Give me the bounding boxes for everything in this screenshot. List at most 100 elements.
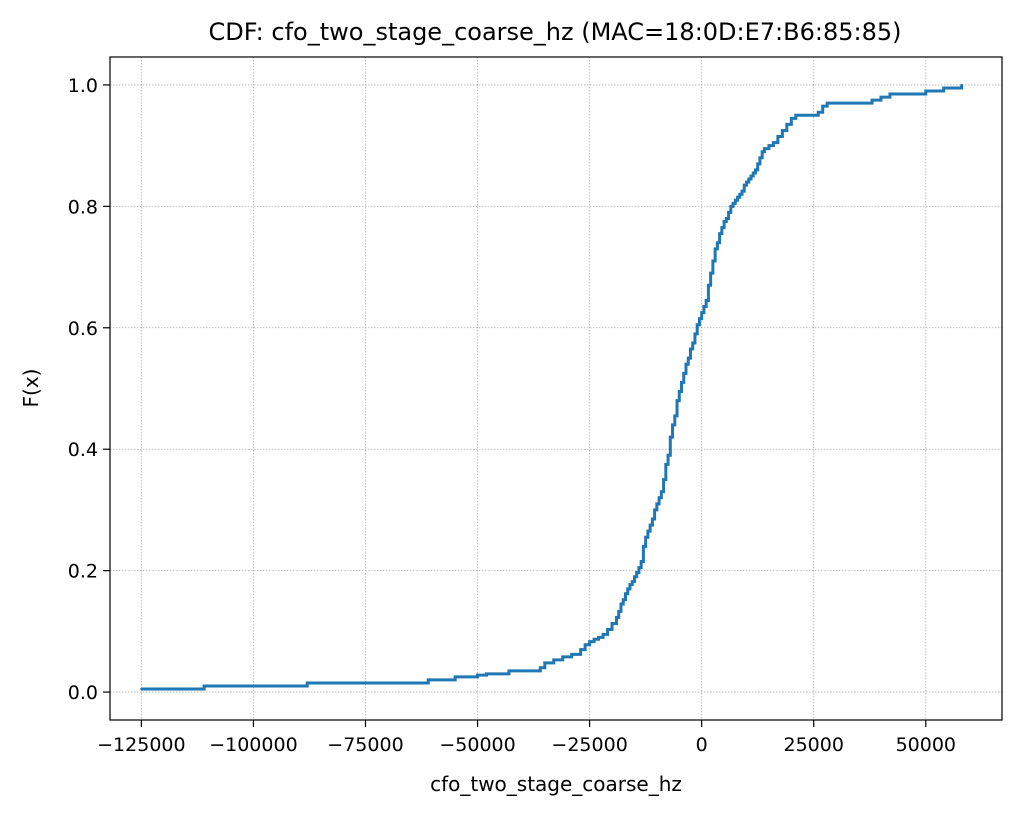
cdf-data-point [597,636,600,639]
y-tick-label: 1.0 [68,75,98,97]
cdf-data-point [140,687,143,691]
cdf-data-point [752,171,755,175]
cdf-data-point [924,89,927,93]
cdf-data-point [756,162,759,166]
plot-area-frame [109,56,1003,721]
cdf-data-point [734,199,737,202]
y-tick-label: 0.6 [68,318,98,340]
cdf-data-point [693,332,697,336]
y-tick-label: 0.2 [68,561,98,583]
cdf-data-point [664,463,668,466]
cdf-data-point [570,653,573,656]
cdf-data-point [662,478,665,481]
cdf-data-point [785,123,789,126]
cdf-data-point [781,129,784,132]
cdf-data-point [879,95,883,99]
cdf-data-point [691,341,694,345]
x-axis: −125000 −100000 −75000 −50000 −25000 0 25000 50… [97,720,956,756]
cdf-data-point [651,517,654,521]
x-tick-label: −75000 [327,734,403,756]
cdf-data-point [772,141,775,144]
cdf-data-point [825,101,829,105]
cdf-data-point [606,628,609,631]
cdf-data-point [615,616,618,619]
cdf-series-line [141,84,964,691]
cdf-data-point [427,678,430,682]
cdf-data-point [639,560,643,563]
grid-lines [110,57,1002,720]
cdf-data-point [698,317,701,320]
cdf-data-point [485,672,488,676]
cdf-data-point [729,205,733,208]
cdf-data-point [476,673,479,677]
cdf-data-point [648,523,652,527]
cdf-data-point [660,490,663,493]
cdf-data-point [657,496,661,499]
cdf-data-point [716,241,719,244]
cdf-data-point [689,347,692,351]
cdf-data-point [624,592,627,595]
cdf-data-point [749,174,753,178]
cdf-data-point [633,575,636,578]
cdf-data-point [539,666,542,669]
x-tick-label: −25000 [551,734,627,756]
cdf-data-point [626,587,629,591]
cdf-data-point [776,135,780,138]
cdf-data-point [653,508,656,512]
cdf-data-point [738,193,741,196]
cdf-data-point [695,323,699,326]
cdf-data-point [543,661,546,665]
cdf-data-point [684,363,688,366]
cdf-data-point [610,622,614,625]
cdf-data-point [583,643,587,646]
cdf-data-point [707,284,710,287]
x-tick-label: −100000 [209,734,297,756]
cdf-data-point [754,168,757,172]
cdf-data-point [635,571,638,574]
cdf-data-point [740,189,744,193]
cdf-data-point [731,202,735,205]
cdf-data-point [592,638,596,641]
cdf-data-point [673,414,676,418]
cdf-data-point [700,311,703,314]
y-tick-label: 0.4 [68,439,98,461]
cdf-data-point [655,502,659,506]
cdf-line-layer [140,83,964,691]
cdf-data-point [631,580,634,583]
cdf-data-point [727,211,730,214]
cdf-data-point [637,566,641,569]
cdf-data-point [680,381,683,384]
cdf-data-point [682,372,685,375]
cdf-data-point [671,423,674,427]
cdf-data-point [579,648,582,651]
cdf-data-point [745,180,748,184]
cdf-data-point [687,356,690,360]
cdf-data-point [767,144,771,147]
cdf-data-point [736,196,739,199]
x-tick-label: 25000 [784,734,844,756]
cdf-data-point [675,399,679,402]
cdf-data-point [960,83,963,87]
cdf-data-point [702,305,706,308]
cdf-data-point [942,86,945,90]
cdf-data-point [669,435,672,439]
cdf-data-point [642,545,645,548]
cdf-data-point [709,271,712,275]
cdf-data-point [644,536,647,539]
cdf-data-point [588,640,591,643]
cdf-data-point [713,247,717,251]
chart-title: CDF: cfo_two_stage_coarse_hz (MAC=18:0D:… [209,18,902,46]
y-axis: 0.0 0.2 0.4 0.6 0.8 1.0 [68,75,110,704]
cdf-data-point [552,658,555,662]
cdf-data-point [790,117,793,120]
cdf-data-point [743,183,746,187]
y-axis-label: F(x) [19,369,43,408]
cdf-data-point [202,684,206,688]
cdf-data-point [453,675,457,679]
cdf-data-point [747,177,750,181]
cdf-data-point [711,259,715,263]
cdf-data-point [821,104,824,108]
cdf-data-point [718,232,721,235]
cdf-data-point [601,633,605,636]
